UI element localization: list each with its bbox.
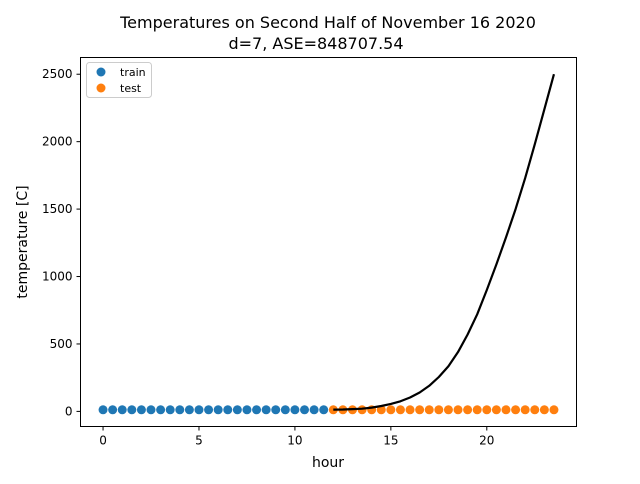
train-point: [242, 405, 252, 415]
x-axis-label: hour: [312, 455, 344, 471]
train-point: [280, 405, 290, 415]
chart-subtitle: d=7, ASE=848707.54: [228, 34, 403, 53]
y-tick-label: 500: [50, 337, 73, 351]
train-point: [223, 405, 233, 415]
test-point: [501, 405, 511, 415]
train-point: [165, 405, 175, 415]
legend-label-test: test: [120, 82, 142, 95]
train-point: [108, 405, 118, 415]
test-point: [463, 405, 473, 415]
test-point: [539, 405, 549, 415]
y-axis: 0 500 1000 1500 2000 2500: [42, 67, 81, 418]
train-point: [194, 405, 204, 415]
legend-marker-train: [96, 67, 106, 77]
test-point: [415, 405, 425, 415]
axes-frame: [80, 57, 577, 427]
test-point: [405, 405, 415, 415]
test-point: [472, 405, 482, 415]
y-axis-label: temperature [C]: [15, 185, 31, 298]
train-point: [184, 405, 194, 415]
y-tick-label: 2000: [42, 135, 73, 149]
train-point: [117, 405, 127, 415]
test-point: [453, 405, 463, 415]
x-tick-label: 15: [383, 434, 398, 448]
train-point: [175, 405, 185, 415]
train-point: [309, 405, 319, 415]
test-point: [549, 405, 559, 415]
train-point: [252, 405, 262, 415]
train-point: [300, 405, 310, 415]
y-tick-label: 1500: [42, 202, 73, 216]
x-tick-label: 20: [479, 434, 494, 448]
legend-marker-test: [96, 83, 106, 93]
train-point: [213, 405, 223, 415]
test-point: [520, 405, 530, 415]
fit-line: [333, 73, 556, 411]
train-point: [261, 405, 271, 415]
test-point: [443, 405, 453, 415]
train-point: [204, 405, 214, 415]
test-point: [530, 405, 540, 415]
test-point: [395, 405, 405, 415]
x-tick-label: 0: [99, 434, 107, 448]
train-point: [232, 405, 242, 415]
train-point: [156, 405, 166, 415]
plot-area: [98, 73, 559, 415]
y-tick-label: 1000: [42, 270, 73, 284]
test-point: [434, 405, 444, 415]
legend-label-train: train: [120, 66, 146, 79]
test-point: [386, 405, 396, 415]
train-point: [271, 405, 281, 415]
x-axis: 0 5 10 15 20: [99, 426, 494, 448]
train-point: [146, 405, 156, 415]
test-point: [511, 405, 521, 415]
train-point: [136, 405, 146, 415]
test-point: [482, 405, 492, 415]
chart-title: Temperatures on Second Half of November …: [119, 13, 536, 32]
test-point: [491, 405, 501, 415]
test-point: [328, 405, 338, 415]
x-tick-label: 5: [195, 434, 203, 448]
test-point: [376, 405, 386, 415]
x-tick-label: 10: [287, 434, 302, 448]
train-point: [290, 405, 300, 415]
y-tick-label: 0: [65, 404, 73, 418]
y-tick-label: 2500: [42, 67, 73, 81]
test-point: [424, 405, 434, 415]
train-point: [319, 405, 329, 415]
train-point: [98, 405, 108, 415]
legend: train test: [86, 62, 152, 98]
train-point: [127, 405, 137, 415]
